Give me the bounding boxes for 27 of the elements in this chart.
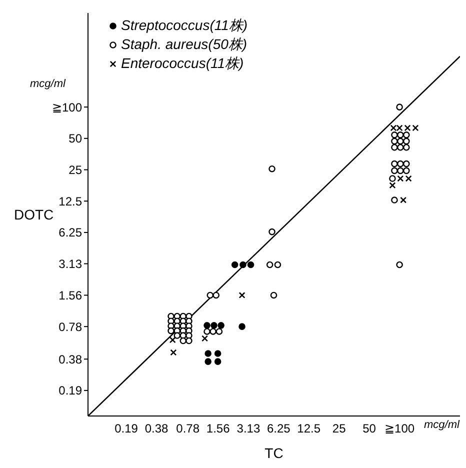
legend-label: Streptococcus(11株) — [121, 16, 248, 35]
text: mcg/ml — [30, 78, 66, 90]
x-tick-label: 6.25 — [266, 422, 291, 436]
x-tick-label: 0.19 — [114, 422, 138, 436]
legend-label: Staph. aureus(50株) — [121, 35, 248, 54]
y-tick-label: 0.38 — [58, 352, 82, 366]
y-tick-label: 12.5 — [58, 194, 82, 208]
y-axis-title: DOTC — [14, 206, 54, 222]
y-tick-label: 0.19 — [58, 384, 82, 398]
x-tick-label: 0.78 — [176, 422, 200, 436]
x-tick-label: 12.5 — [297, 422, 321, 436]
text: mcg/ml — [424, 419, 460, 431]
y-tick-label: 3.13 — [58, 256, 82, 271]
x-tick-label: 50 — [362, 422, 376, 436]
x-tick-label: ≧100 — [384, 422, 415, 436]
y-tick-label: ≧100 — [52, 100, 82, 114]
y-tick-label: 0.78 — [58, 320, 82, 334]
x-tick-label: 25 — [332, 422, 346, 436]
legend-label: Enterococcus(11株) — [121, 54, 244, 73]
x-tick-label: 0.38 — [144, 422, 169, 436]
y-tick-label: 50 — [68, 132, 82, 146]
y-tick-label: 1.56 — [58, 288, 82, 302]
x-tick-label: 1.56 — [206, 422, 230, 436]
x-axis-title: TC — [264, 445, 284, 461]
y-tick-label: 25 — [68, 163, 82, 178]
x-tick-label: 3.13 — [236, 422, 260, 436]
y-tick-label: 6.25 — [58, 226, 82, 240]
